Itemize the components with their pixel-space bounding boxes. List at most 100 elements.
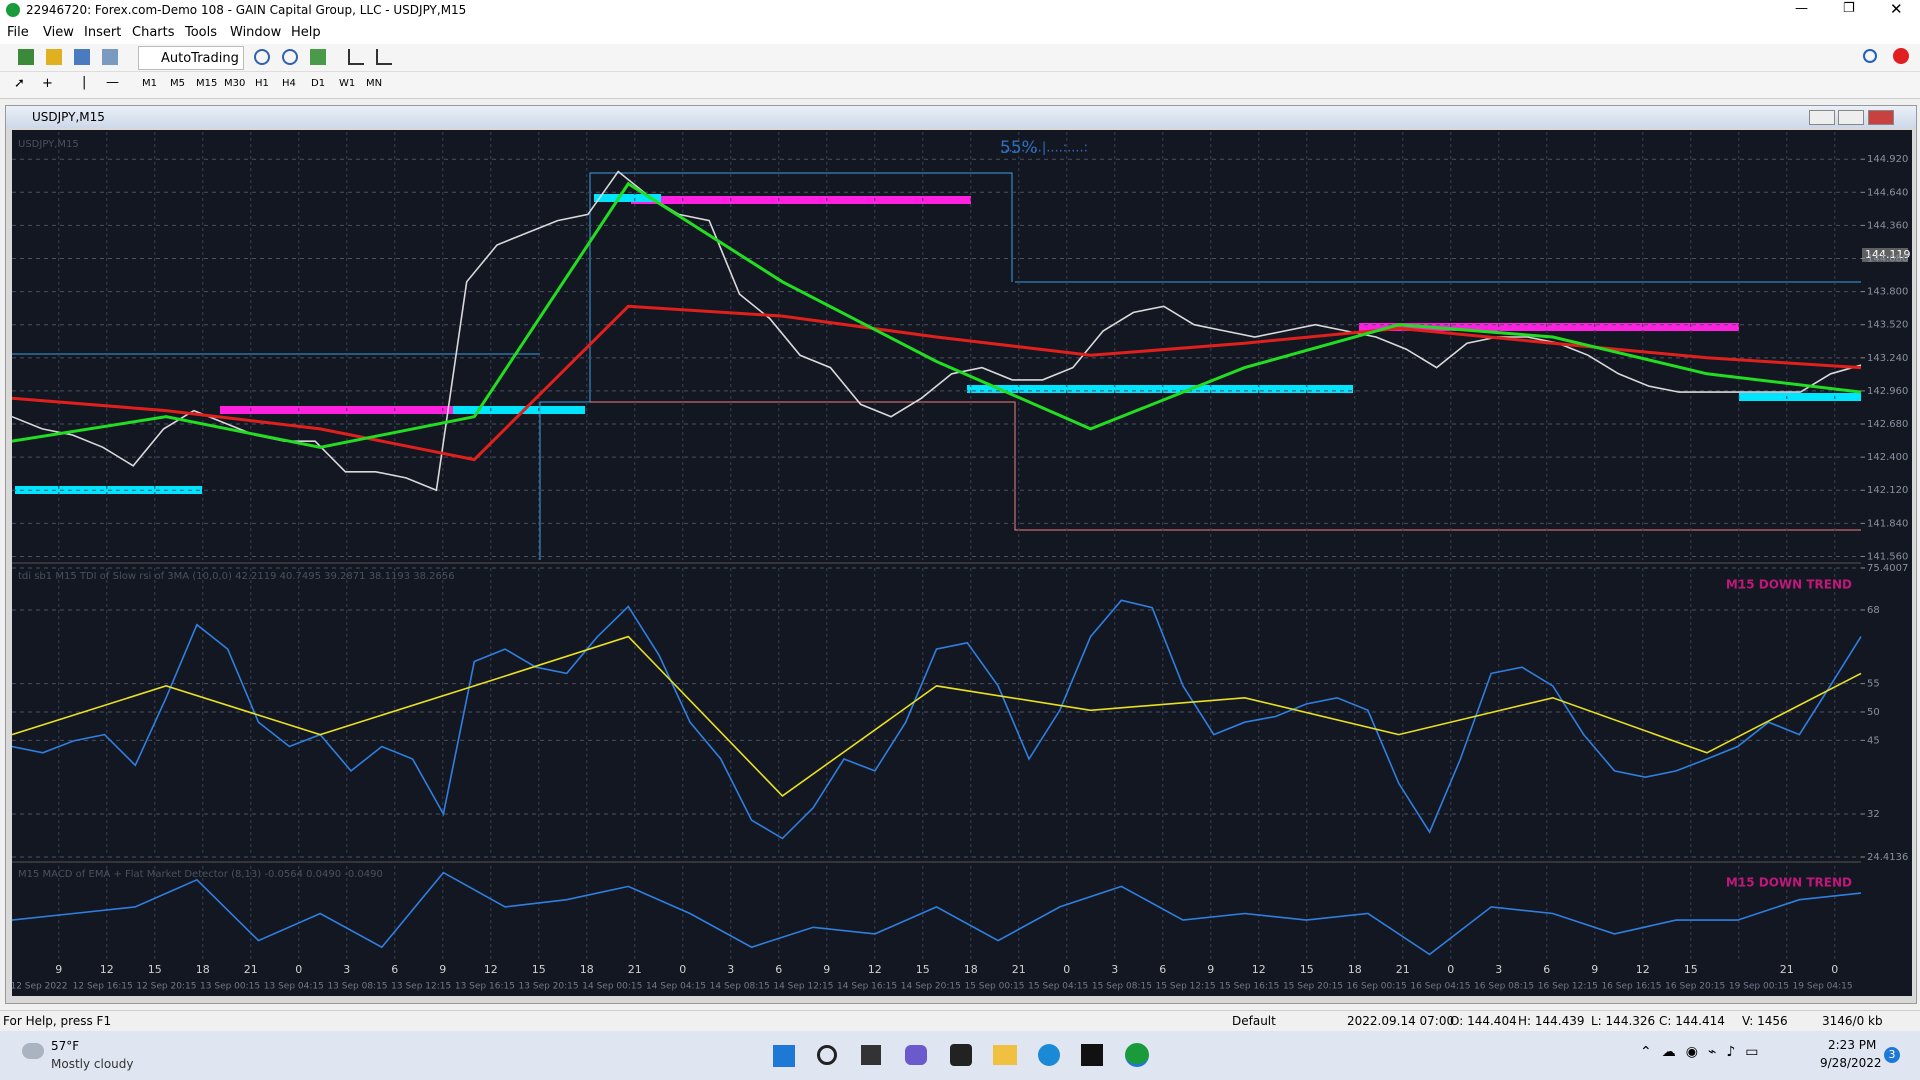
y-tick-label: 50 [1867, 707, 1880, 718]
start-button[interactable] [773, 1045, 795, 1067]
chart-close[interactable] [1868, 110, 1894, 125]
file-explorer[interactable] [993, 1045, 1017, 1065]
x-date-label: 14 Sep 20:15 [901, 982, 961, 992]
search[interactable] [1863, 49, 1877, 63]
x-tick-label: 15 [1684, 963, 1698, 976]
new-chart[interactable] [18, 49, 34, 65]
menu-item[interactable]: Help [291, 25, 321, 40]
y-tick-label: 68 [1867, 605, 1880, 616]
minimize[interactable]: — [1795, 1, 1808, 16]
horizontal-line-tool[interactable]: — [106, 75, 119, 90]
x-date-label: 12 Sep 20:15 [136, 982, 196, 992]
x-date-label: 16 Sep 08:15 [1474, 982, 1534, 992]
x-tick-label: 6 [391, 963, 398, 976]
navigator[interactable] [102, 49, 118, 65]
x-date-label: 15 Sep 08:15 [1092, 982, 1152, 992]
clock-time[interactable]: 2:23 PM [1828, 1038, 1877, 1052]
window-title: 22946720: Forex.com-Demo 108 - GAIN Capi… [26, 3, 467, 17]
autotrading-button[interactable]: AutoTrading [138, 46, 244, 70]
panel-title: tdi sb1 M15 TDI of Slow rsi of 3MA (10,0… [18, 571, 455, 582]
x-tick-label: 21 [244, 963, 258, 976]
edge[interactable] [1038, 1044, 1060, 1066]
metatrader[interactable] [1125, 1043, 1149, 1067]
x-tick-label: 6 [1543, 963, 1550, 976]
x-date-label: 16 Sep 16:15 [1601, 982, 1661, 992]
x-tick-label: 9 [1591, 963, 1598, 976]
cursor-tool[interactable]: ➚ [14, 76, 25, 91]
tile-windows[interactable] [310, 49, 326, 65]
tradingview[interactable] [1081, 1044, 1103, 1066]
weather-icon[interactable] [22, 1043, 44, 1059]
search-button[interactable] [817, 1045, 837, 1065]
menu-bar: File View Insert Charts Tools Window Help [0, 22, 1920, 44]
zoom-out[interactable] [282, 49, 298, 65]
x-tick-label: 3 [1495, 963, 1502, 976]
x-tick-label: 15 [532, 963, 546, 976]
x-date-label: 12 Sep 2022 [12, 982, 68, 992]
timeframe-button[interactable]: MN [366, 78, 383, 89]
profiles[interactable] [46, 49, 62, 65]
autotrading-label: AutoTrading [161, 51, 239, 66]
x-date-label: 14 Sep 08:15 [710, 982, 770, 992]
y-tick-label: 142.120 [1867, 485, 1908, 496]
alerts[interactable] [1893, 48, 1909, 64]
timeframe-button[interactable]: M5 [170, 78, 185, 89]
x-date-label: 15 Sep 00:15 [964, 982, 1024, 992]
weather[interactable]: Mostly cloudy [51, 1057, 134, 1071]
y-tick-label: 144.640 [1867, 187, 1908, 198]
chart-window-title: USDJPY,M15 [32, 110, 105, 124]
y-tick-label: 144.920 [1867, 154, 1908, 165]
x-tick-label: 9 [1207, 963, 1214, 976]
series-line [12, 871, 1862, 956]
temperature[interactable]: 57°F [51, 1039, 80, 1053]
app-notion[interactable] [950, 1044, 972, 1066]
series-line [12, 181, 1862, 449]
market-watch[interactable] [74, 49, 90, 65]
x-date-label: 16 Sep 20:15 [1665, 982, 1725, 992]
menu-item[interactable]: Charts [132, 25, 175, 40]
zoom-in[interactable] [254, 49, 270, 65]
x-tick-label: 21 [1012, 963, 1026, 976]
status-profile: Default [1232, 1014, 1276, 1028]
y-tick-label: 141.560 [1867, 551, 1908, 562]
timeframe-button[interactable]: H4 [282, 78, 296, 89]
y-tick-label: 143.240 [1867, 353, 1908, 364]
timeframe-button[interactable]: W1 [339, 78, 356, 89]
status-bar: For Help, press F1 Default 2022.09.14 07… [0, 1010, 1920, 1032]
chart-minimize[interactable] [1809, 110, 1835, 125]
crosshair-tool[interactable]: + [42, 76, 53, 91]
menu-item[interactable]: Tools [185, 25, 218, 40]
x-tick-label: 18 [1348, 963, 1362, 976]
y-tick-label: 142.960 [1867, 386, 1908, 397]
x-tick-label: 21 [1780, 963, 1794, 976]
vertical-line-tool[interactable]: | [82, 75, 87, 90]
status-close: C: 144.414 [1659, 1014, 1725, 1028]
menu-item[interactable]: View [43, 25, 74, 40]
x-tick-label: 21 [628, 963, 642, 976]
x-tick-label: 18 [964, 963, 978, 976]
autoscroll[interactable] [376, 49, 392, 65]
menu-item[interactable]: Window [230, 25, 282, 40]
menu-item[interactable]: Insert [84, 25, 122, 40]
x-date-label: 13 Sep 08:15 [327, 982, 387, 992]
tray-icons[interactable]: ⌃☁◉⌁♪▭ [1640, 1044, 1769, 1060]
chart-restore[interactable] [1838, 110, 1864, 125]
timeframe-button[interactable]: M1 [142, 78, 157, 89]
title-bar: 22946720: Forex.com-Demo 108 - GAIN Capi… [0, 0, 1920, 22]
x-tick-label: 18 [196, 963, 210, 976]
timeframe-button[interactable]: D1 [311, 78, 326, 89]
chart-shift[interactable] [348, 49, 364, 65]
y-tick-label: 141.840 [1867, 518, 1908, 529]
notification-badge[interactable]: 3 [1884, 1047, 1900, 1063]
app-icon [6, 3, 20, 17]
clock-date[interactable]: 9/28/2022 [1820, 1056, 1882, 1070]
task-view[interactable] [861, 1045, 881, 1065]
chat[interactable] [905, 1045, 927, 1065]
timeframe-button[interactable]: H1 [255, 78, 269, 89]
timeframe-button[interactable]: M15 [196, 78, 218, 89]
timeframe-button[interactable]: M30 [224, 78, 246, 89]
close[interactable]: ✕ [1890, 0, 1903, 18]
menu-item[interactable]: File [7, 25, 29, 40]
maximize[interactable]: ❐ [1843, 1, 1855, 16]
